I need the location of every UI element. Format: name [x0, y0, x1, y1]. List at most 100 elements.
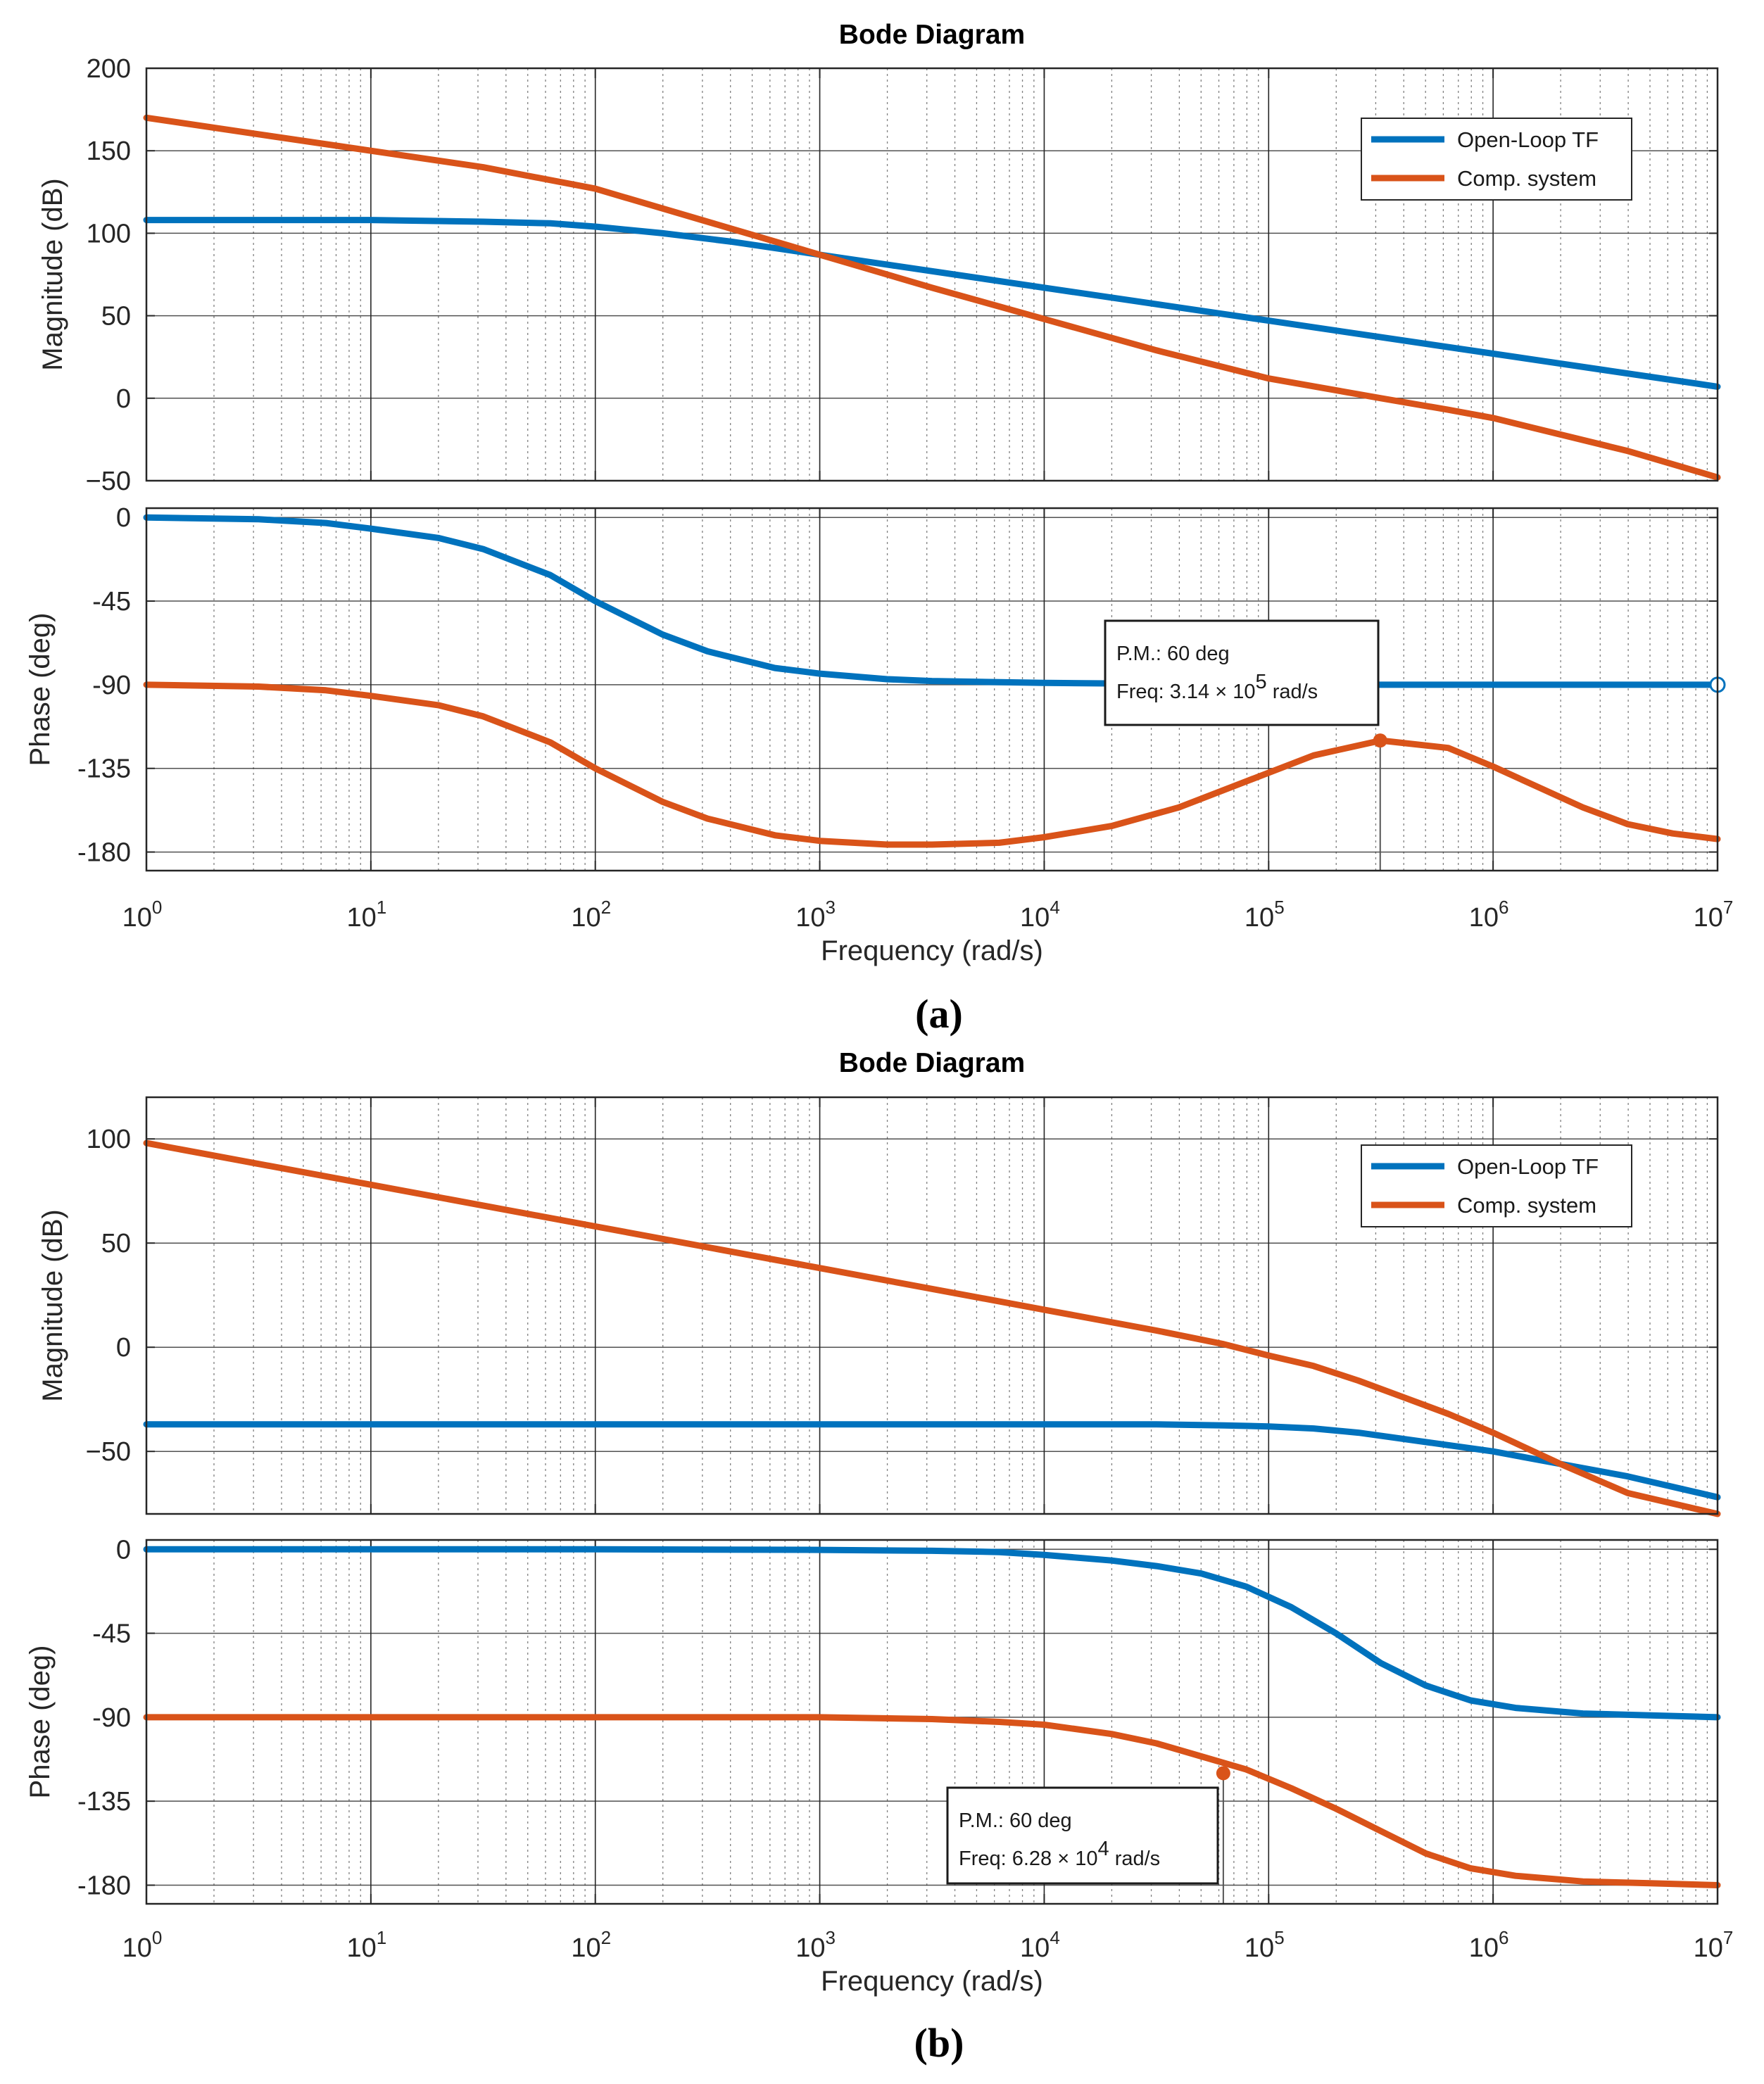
y-tick-label: −50 — [86, 467, 131, 496]
x-tick-label: 101 — [346, 897, 386, 933]
x-tick-exponent: 3 — [825, 1927, 835, 1948]
y-tick-label: 150 — [87, 137, 131, 166]
x-tick-base: 10 — [795, 903, 825, 933]
legend: Open-Loop TF Comp. system — [1361, 118, 1632, 201]
phase-margin-marker — [1216, 1766, 1230, 1781]
x-tick-label: 104 — [1020, 1927, 1060, 1963]
x-axis-label: Frequency (rad/s) — [821, 935, 1043, 966]
legend-label: Open-Loop TF — [1457, 127, 1599, 152]
y-tick-label: 100 — [87, 219, 131, 248]
y-tick-label: 100 — [87, 1125, 131, 1154]
y-tick-label: 0 — [116, 503, 131, 533]
comp-system-magnitude-line — [143, 114, 1721, 481]
x-tick-label: 106 — [1469, 897, 1509, 933]
x-tick-label: 107 — [1694, 1927, 1734, 1963]
annotation-line2-prefix: Freq: 3.14 × 10 — [1116, 681, 1256, 703]
open-loop-phase-line — [143, 1546, 1721, 1721]
y-tick-label: -45 — [92, 587, 131, 617]
annotation-line2-exponent: 4 — [1098, 1838, 1109, 1860]
x-tick-label: 100 — [122, 897, 163, 933]
x-tick-exponent: 0 — [152, 897, 162, 918]
x-tick-exponent: 4 — [1050, 1927, 1059, 1948]
magnitude-grid — [146, 68, 1718, 481]
x-tick-exponent: 5 — [1274, 1927, 1284, 1948]
x-tick-base: 10 — [571, 903, 600, 933]
x-tick-label: 102 — [571, 1927, 611, 1963]
magnitude-axes-frame — [145, 1096, 1719, 1515]
x-tick-exponent: 7 — [1723, 897, 1733, 918]
legend-label: Comp. system — [1457, 1193, 1596, 1218]
y-tick-label: 50 — [101, 302, 131, 331]
y-tick-label: -135 — [77, 754, 131, 784]
legend-label: Open-Loop TF — [1457, 1154, 1599, 1179]
y-tick-label: 0 — [116, 1333, 131, 1363]
phase-margin-marker — [1373, 733, 1387, 748]
annotation-line2-prefix: Freq: 6.28 × 10 — [959, 1848, 1098, 1870]
x-tick-base: 10 — [1469, 1933, 1499, 1963]
annotation-line2: Freq: 6.28 × 104 rad/s — [959, 1838, 1160, 1870]
x-tick-label: 102 — [571, 897, 611, 933]
x-tick-exponent: 0 — [152, 1927, 162, 1948]
y-axis-label: Phase (deg) — [25, 613, 56, 766]
chart-title: Bode Diagram — [839, 1048, 1025, 1078]
x-tick-label: 105 — [1245, 1927, 1285, 1963]
comp-system-magnitude-line — [143, 1139, 1721, 1517]
panel-label: (a) — [915, 991, 963, 1037]
x-tick-base: 10 — [1694, 1933, 1723, 1963]
y-tick-label: -90 — [92, 1703, 131, 1733]
x-tick-base: 10 — [795, 1933, 825, 1963]
phase-axes: 0 -45 -90 -135 -180 Phase (deg) — [25, 1535, 1721, 1905]
y-tick-label: 0 — [116, 384, 131, 414]
x-tick-exponent: 3 — [825, 897, 835, 918]
x-tick-exponent: 6 — [1499, 897, 1508, 918]
y-tick-label: 0 — [116, 1535, 131, 1565]
x-tick-base: 10 — [346, 903, 376, 933]
comp-system-phase-line — [143, 1714, 1721, 1888]
x-tick-base: 10 — [1245, 903, 1274, 933]
x-tick-label: 103 — [795, 1927, 836, 1963]
x-tick-exponent: 1 — [377, 1927, 386, 1948]
legend-box — [1361, 1144, 1632, 1227]
annotation-line2: Freq: 3.14 × 105 rad/s — [1116, 671, 1318, 703]
legend-box — [1361, 118, 1632, 201]
x-tick-base: 10 — [571, 1933, 600, 1963]
y-axis-label: Magnitude (dB) — [37, 1209, 68, 1401]
phase-margin-annotation: P.M.: 60 deg Freq: 3.14 × 105 rad/s — [1104, 619, 1380, 726]
x-tick-label: 101 — [346, 1927, 386, 1963]
x-tick-label: 100 — [122, 1927, 163, 1963]
phase-margin-annotation: P.M.: 60 deg Freq: 6.28 × 104 rad/s — [946, 1786, 1219, 1885]
y-tick-label: -135 — [77, 1787, 131, 1817]
annotation-line1: P.M.: 60 deg — [1116, 643, 1230, 665]
x-tick-base: 10 — [1694, 903, 1723, 933]
x-tick-exponent: 1 — [377, 897, 386, 918]
open-loop-magnitude-line — [143, 1421, 1721, 1501]
x-tick-base: 10 — [1020, 1933, 1050, 1963]
legend-label: Comp. system — [1457, 166, 1596, 191]
y-tick-label: -90 — [92, 671, 131, 700]
x-tick-label: 106 — [1469, 1927, 1509, 1963]
y-axis-label: Magnitude (dB) — [37, 178, 68, 370]
x-tick-label: 107 — [1694, 897, 1734, 933]
open-loop-phase-line — [143, 514, 1721, 688]
phase-axes-frame — [145, 507, 1719, 872]
y-tick-label: 200 — [87, 54, 131, 84]
x-tick-exponent: 6 — [1499, 1927, 1508, 1948]
comp-system-phase-line — [143, 681, 1721, 848]
annotation-line2-exponent: 5 — [1256, 671, 1267, 693]
x-tick-label: 105 — [1245, 897, 1285, 933]
y-tick-label: 50 — [101, 1229, 131, 1258]
phase-axes-frame — [145, 1539, 1719, 1905]
x-tick-base: 10 — [346, 1933, 376, 1963]
phase-axes: 0 -45 -90 -135 -180 Phase (deg) — [25, 503, 1726, 872]
panel-label: (b) — [914, 2020, 964, 2066]
annotation-line2-suffix: rad/s — [1267, 681, 1318, 703]
x-tick-label: 104 — [1020, 897, 1060, 933]
annotation-line1: P.M.: 60 deg — [959, 1810, 1072, 1832]
chart-title: Bode Diagram — [839, 20, 1025, 50]
annotation-box — [946, 1786, 1219, 1885]
x-tick-exponent: 7 — [1723, 1927, 1733, 1948]
legend: Open-Loop TF Comp. system — [1361, 1144, 1632, 1227]
y-tick-label: -45 — [92, 1619, 131, 1649]
